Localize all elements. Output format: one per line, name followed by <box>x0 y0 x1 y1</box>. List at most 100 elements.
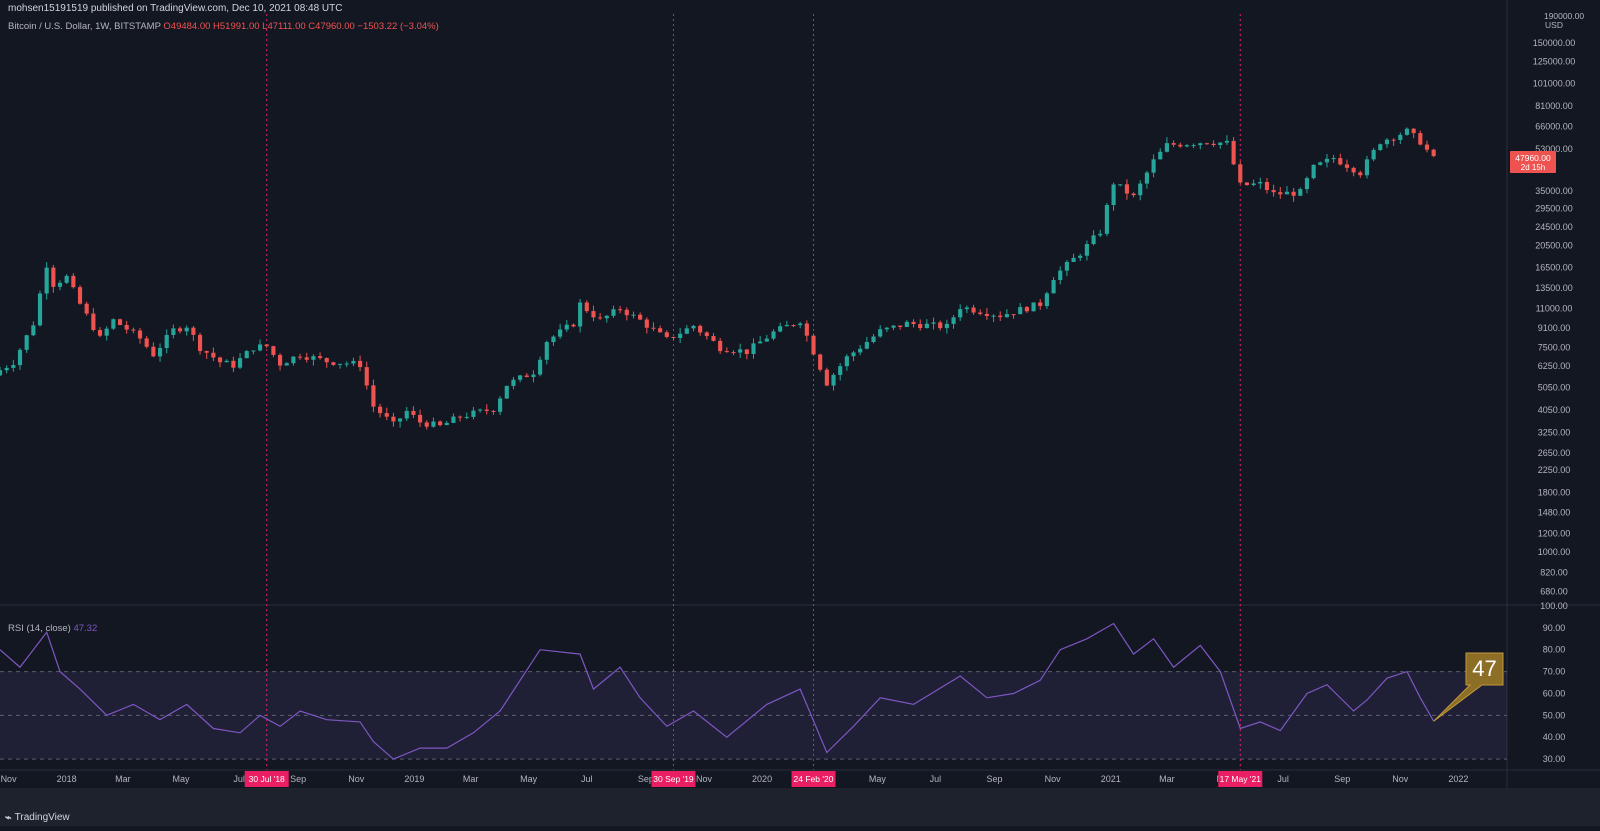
time-axis-tick: 2018 <box>57 774 77 784</box>
time-axis-tick: Sep <box>290 774 306 784</box>
candle-up <box>1184 145 1189 147</box>
price-axis-tick: 35000.00 <box>1535 186 1573 196</box>
footer-bar <box>0 788 1600 826</box>
candle-up <box>1051 280 1056 294</box>
price-axis-tick: 13500.00 <box>1535 283 1573 293</box>
price-axis-top-label: 190000.00 <box>1544 11 1584 21</box>
marker-date-label: 17 May '21 <box>1220 774 1262 784</box>
candle-down <box>491 410 496 412</box>
footer-brand[interactable]: ⌁ TradingView <box>5 811 70 824</box>
candle-up <box>778 326 783 332</box>
candle-down <box>1124 184 1129 194</box>
candle-up <box>1398 134 1403 141</box>
candle-up <box>237 358 243 368</box>
price-axis-tick: 53000.00 <box>1535 144 1573 154</box>
time-axis-tick: Jul <box>233 774 245 784</box>
candle-down <box>1431 149 1436 157</box>
time-axis-tick: Sep <box>638 774 654 784</box>
price-axis-tick: 1480.00 <box>1538 507 1571 517</box>
candle-down <box>744 349 749 355</box>
time-axis-tick: Nov <box>348 774 365 784</box>
candle-up <box>758 341 763 344</box>
time-axis-tick: Sep <box>986 774 1002 784</box>
candle-down <box>277 354 283 366</box>
candle-down <box>1351 167 1356 173</box>
time-axis-tick: May <box>520 774 538 784</box>
candle-down <box>898 325 903 327</box>
marker-date-label: 30 Jul '18 <box>249 774 285 784</box>
candle-up <box>498 398 503 412</box>
price-axis-tick: 81000.00 <box>1535 101 1573 111</box>
candle-down <box>638 314 643 320</box>
candle-up <box>951 317 956 324</box>
candle-down <box>391 416 396 422</box>
candle-up <box>1258 181 1263 184</box>
candle-up <box>1078 255 1083 258</box>
candle-up <box>1084 244 1089 256</box>
candle-up <box>1318 162 1323 165</box>
candle-up <box>991 315 996 317</box>
candle-up <box>1364 159 1370 176</box>
candle-up <box>1044 293 1049 307</box>
candle-down <box>598 317 603 319</box>
candle-down <box>84 303 89 314</box>
candle-down <box>731 352 736 354</box>
candle-down <box>97 329 103 336</box>
time-axis-tick: Jul <box>1277 774 1289 784</box>
candle-down <box>1204 143 1210 145</box>
candle-down <box>438 421 443 426</box>
candle-down <box>791 325 796 327</box>
candle-down <box>651 327 656 329</box>
time-axis-tick: May <box>869 774 887 784</box>
price-axis-tick: 101000.00 <box>1533 78 1576 88</box>
candle-down <box>658 328 663 333</box>
candle-down <box>1411 128 1416 134</box>
candle-up <box>538 359 543 375</box>
candle-down <box>998 315 1003 318</box>
candle-up <box>544 342 549 360</box>
candle-up <box>1311 164 1316 179</box>
candle-down <box>458 416 463 418</box>
candle-up <box>11 365 16 368</box>
price-axis-tick: 820.00 <box>1540 567 1568 577</box>
price-axis-tick: 7500.00 <box>1538 342 1571 352</box>
time-axis-tick: Mar <box>115 774 131 784</box>
candle-up <box>684 328 689 334</box>
candle-up <box>171 328 176 335</box>
price-axis-tick: 29500.00 <box>1535 203 1573 213</box>
candle-up <box>311 356 316 360</box>
candle-down <box>1244 182 1250 186</box>
candle-down <box>824 369 829 386</box>
candle-up <box>798 323 803 326</box>
candle-up <box>864 341 869 349</box>
candle-up <box>738 349 743 353</box>
candle-up <box>764 338 769 342</box>
candle-down <box>384 413 389 417</box>
candle-down <box>231 360 236 368</box>
candle-up <box>24 335 29 350</box>
candle-up <box>1224 140 1230 143</box>
candle-up <box>784 325 789 327</box>
rsi-axis-tick: 80.00 <box>1543 645 1566 655</box>
time-axis-tick: 2021 <box>1101 774 1121 784</box>
candle-up <box>1191 145 1196 147</box>
candle-up <box>1071 257 1076 262</box>
time-axis-tick: May <box>172 774 190 784</box>
candle-down <box>324 358 329 363</box>
candle-down <box>137 330 143 339</box>
candle-up <box>1104 204 1109 234</box>
candle-up <box>57 282 63 287</box>
candle-down <box>117 319 123 325</box>
candle-up <box>1298 189 1303 196</box>
candle-up <box>858 348 863 353</box>
candle-down <box>1131 193 1136 196</box>
candle-up <box>878 329 883 337</box>
candle-up <box>404 410 409 419</box>
candle-down <box>584 302 589 312</box>
time-axis-tick: Jul <box>930 774 942 784</box>
price-axis-tick: 24500.00 <box>1535 222 1573 232</box>
candle-up <box>871 336 876 342</box>
